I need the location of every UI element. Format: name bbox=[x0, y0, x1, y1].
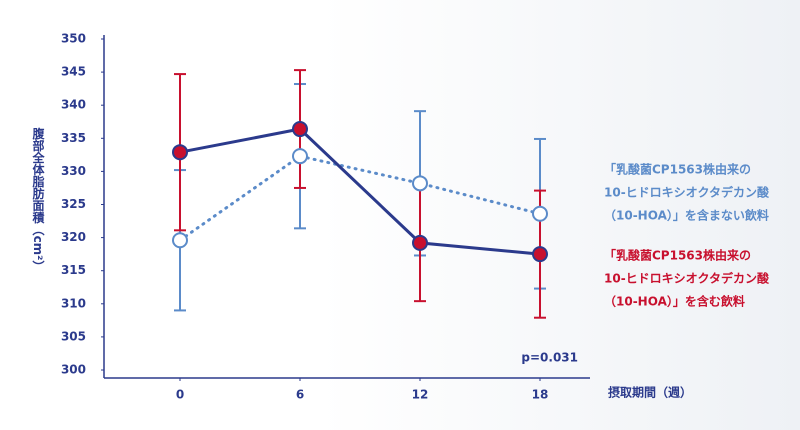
marker bbox=[532, 205, 548, 222]
legend-label: 10-ヒドロキシオクタデカン酸 bbox=[604, 271, 770, 286]
y-tick-label: 320 bbox=[61, 230, 86, 244]
series-line bbox=[178, 127, 542, 256]
y-tick-label: 300 bbox=[61, 363, 86, 377]
x-tick-label: 6 bbox=[296, 388, 304, 402]
y-tick-label: 315 bbox=[61, 263, 86, 277]
y-tick-label: 310 bbox=[61, 296, 86, 310]
y-axis-label: 腹部全体脂肪面積（cm²） bbox=[31, 126, 45, 272]
legend-label: 「乳酸菌CP1563株由来の bbox=[604, 162, 751, 177]
y-tick-label: 340 bbox=[61, 98, 86, 112]
legend-label: （10-HOA）」を含む飲料 bbox=[604, 294, 745, 309]
y-tick-label: 345 bbox=[61, 65, 86, 79]
marker bbox=[292, 148, 308, 165]
series-line bbox=[178, 154, 542, 242]
x-axis-label: 摂取期間（週） bbox=[608, 385, 692, 400]
marker bbox=[172, 144, 188, 161]
marker bbox=[292, 121, 308, 138]
y-tick-label: 335 bbox=[61, 131, 86, 145]
y-tick-label: 325 bbox=[61, 197, 86, 211]
y-tick-label: 330 bbox=[61, 164, 86, 178]
x-tick-label: 12 bbox=[412, 388, 429, 402]
marker bbox=[412, 175, 428, 192]
marker bbox=[532, 246, 548, 263]
annotation: p=0.031 bbox=[521, 351, 578, 365]
y-tick-label: 305 bbox=[61, 329, 86, 343]
marker bbox=[172, 232, 188, 249]
legend-label: 10-ヒドロキシオクタデカン酸 bbox=[604, 185, 770, 200]
marker bbox=[412, 234, 428, 251]
x-tick-label: 0 bbox=[176, 388, 184, 402]
legend-label: 「乳酸菌CP1563株由来の bbox=[604, 248, 751, 263]
legend-label: （10-HOA）」を含まない飲料 bbox=[604, 208, 769, 223]
x-tick-label: 18 bbox=[532, 388, 549, 402]
y-tick-label: 350 bbox=[61, 32, 86, 46]
